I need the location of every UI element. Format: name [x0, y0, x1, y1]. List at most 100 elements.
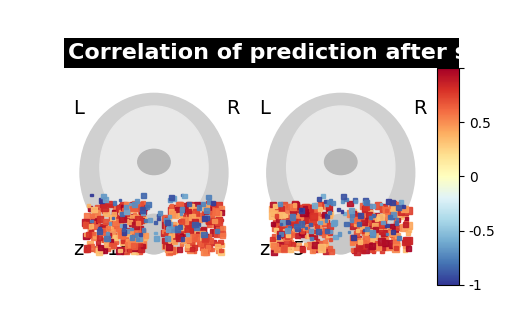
Bar	[103, 227, 106, 230]
Bar	[141, 193, 146, 198]
Bar	[90, 220, 94, 224]
Bar	[117, 228, 122, 234]
Bar	[382, 244, 387, 250]
Bar	[323, 240, 326, 244]
Bar	[140, 202, 145, 206]
Bar	[369, 228, 373, 232]
Bar	[177, 226, 184, 233]
Bar	[124, 209, 128, 214]
Bar	[401, 205, 404, 208]
Bar	[201, 211, 206, 216]
Bar	[290, 230, 295, 235]
Bar	[112, 206, 119, 212]
Bar	[205, 245, 209, 249]
Bar	[367, 245, 371, 249]
Bar	[293, 226, 297, 229]
Bar	[208, 213, 213, 218]
Bar	[215, 242, 219, 246]
Bar	[280, 202, 286, 207]
Bar	[142, 202, 145, 205]
Bar	[294, 216, 299, 220]
Bar	[389, 200, 394, 205]
Bar	[167, 247, 175, 254]
Bar	[403, 220, 408, 224]
Bar	[270, 202, 275, 207]
Bar	[273, 228, 277, 232]
Bar	[102, 208, 107, 213]
Bar	[138, 219, 143, 223]
Bar	[203, 234, 210, 241]
Bar	[98, 227, 101, 230]
Bar	[395, 236, 399, 239]
Bar	[109, 217, 112, 220]
Bar	[180, 238, 186, 243]
Bar	[347, 231, 350, 233]
Bar	[377, 244, 381, 248]
Ellipse shape	[100, 106, 208, 229]
Bar	[405, 231, 409, 235]
Bar	[107, 225, 111, 228]
Bar	[275, 218, 279, 222]
Bar	[308, 229, 313, 233]
Bar	[361, 206, 366, 212]
Bar	[350, 212, 357, 219]
Bar	[142, 205, 147, 210]
Bar	[132, 222, 139, 229]
Bar	[317, 203, 323, 208]
Bar	[300, 247, 304, 252]
Bar	[219, 231, 224, 236]
Bar	[308, 220, 315, 226]
Bar	[362, 229, 364, 231]
Bar	[327, 230, 331, 235]
Bar	[107, 201, 111, 206]
Bar	[370, 229, 375, 235]
Bar	[132, 235, 139, 241]
Bar	[344, 222, 348, 226]
Bar	[128, 215, 131, 219]
Bar	[310, 237, 313, 240]
Bar	[321, 215, 327, 220]
Bar	[142, 228, 145, 232]
Bar	[184, 225, 191, 232]
Bar	[90, 194, 93, 196]
Bar	[167, 198, 172, 202]
Bar	[144, 219, 147, 222]
Bar	[204, 208, 209, 212]
Bar	[216, 226, 223, 233]
Bar	[378, 238, 385, 245]
Bar	[374, 228, 377, 232]
Bar	[192, 219, 198, 225]
Bar	[130, 228, 132, 230]
Bar	[148, 218, 152, 222]
Bar	[288, 215, 294, 221]
Bar	[158, 211, 162, 215]
Bar	[328, 199, 332, 203]
Bar	[207, 222, 211, 227]
Bar	[121, 235, 127, 242]
Bar	[382, 207, 388, 214]
Bar	[302, 216, 309, 223]
Bar	[359, 204, 364, 209]
Bar	[286, 235, 290, 239]
Bar	[385, 199, 390, 204]
Bar	[292, 204, 299, 210]
Bar	[355, 242, 361, 248]
Bar	[106, 233, 110, 237]
Bar	[122, 208, 128, 214]
Bar	[370, 233, 373, 236]
Bar	[125, 242, 129, 245]
Bar	[327, 246, 331, 251]
Bar	[140, 244, 145, 248]
Bar	[390, 236, 393, 239]
Bar	[369, 243, 373, 246]
Bar	[369, 247, 375, 252]
Bar	[215, 227, 218, 230]
Bar	[122, 228, 125, 231]
Bar	[92, 210, 99, 217]
Bar	[161, 215, 167, 221]
Bar	[355, 215, 359, 219]
Bar	[214, 207, 219, 212]
Bar	[180, 214, 185, 219]
Bar	[166, 243, 172, 249]
Bar	[364, 244, 367, 247]
